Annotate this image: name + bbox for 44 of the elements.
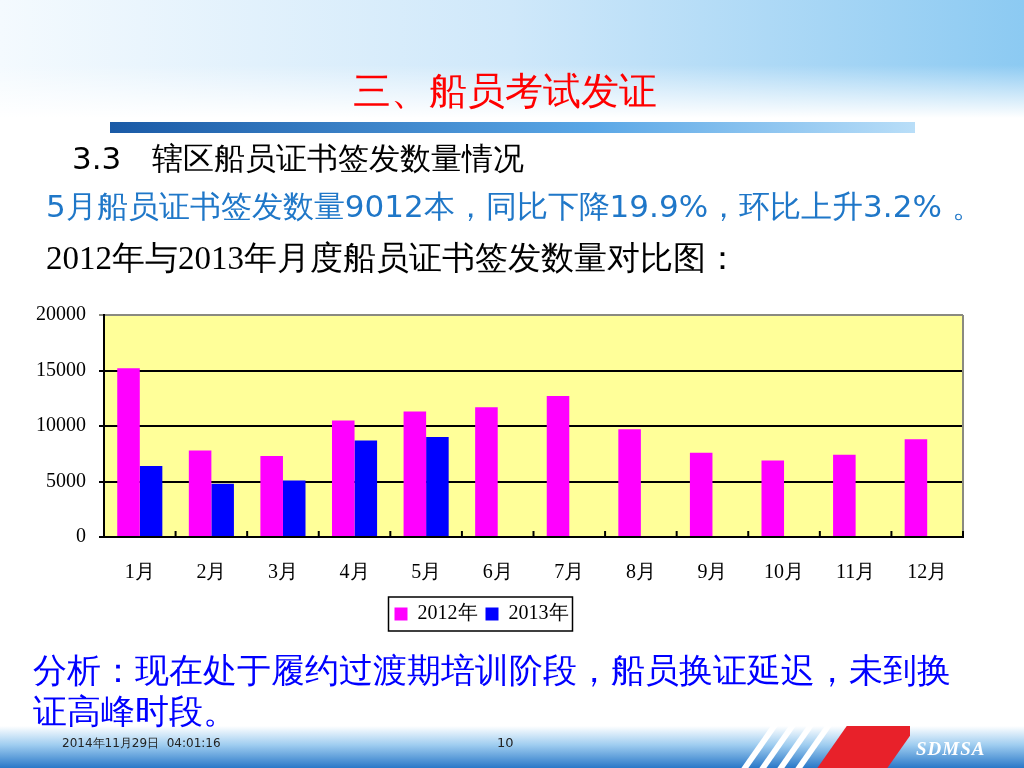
bar (331, 420, 355, 536)
text: 2012年与2013年月度船员证书签发数量对比图： (46, 239, 739, 278)
bar (354, 440, 378, 536)
x-tick-label: 4月 (339, 560, 370, 583)
bar (282, 480, 306, 536)
x-tick-label: 6月 (482, 560, 513, 583)
x-tick-label: 11月 (835, 560, 876, 583)
bar (260, 455, 283, 536)
bar (904, 439, 928, 536)
text: 2014年11月29日 04:01:16 (62, 735, 221, 752)
bar (117, 368, 140, 536)
bar (689, 452, 713, 536)
bar (139, 465, 163, 536)
bar (475, 407, 498, 536)
text: 5月船员证书签发数量9012本，同比下降19.9%，环比上升3.2% 。 (46, 187, 983, 226)
legend-label: 2013年 (508, 601, 569, 624)
y-tick-label: 10000 (36, 413, 86, 436)
chart-subtitle: 3.3 辖区船员证书签发数量情况 (72, 139, 525, 178)
bar (426, 437, 449, 536)
text: 10 (497, 735, 514, 750)
y-tick-label: 20000 (36, 302, 86, 325)
x-tick-label: 10月 (764, 560, 805, 583)
bar (188, 450, 212, 536)
x-tick-label: 9月 (697, 560, 728, 583)
x-tick-label: 2月 (196, 560, 227, 583)
chart-title: 三、船员考试发证 (352, 68, 658, 115)
legend-label: 2012年 (417, 601, 478, 624)
bar (761, 460, 785, 536)
y-tick-label: 0 (76, 524, 86, 547)
x-tick-label: 7月 (554, 560, 585, 583)
x-tick-label: 5月 (411, 560, 442, 583)
text: 分析：现在处于履约过渡期培训阶段，船员换证延迟，未到换证高峰时段。 (33, 650, 952, 732)
text: SDMSA (916, 738, 986, 760)
y-tick-label: 5000 (46, 468, 86, 491)
bar (403, 411, 427, 536)
x-tick-label: 1月 (124, 560, 155, 583)
x-tick-label: 3月 (267, 560, 298, 583)
bar (211, 483, 234, 536)
x-tick-label: 12月 (907, 560, 948, 583)
y-tick-label: 15000 (36, 357, 86, 380)
x-tick-label: 8月 (625, 560, 656, 583)
bar (833, 454, 856, 536)
bar (618, 429, 641, 536)
bar (546, 396, 570, 536)
